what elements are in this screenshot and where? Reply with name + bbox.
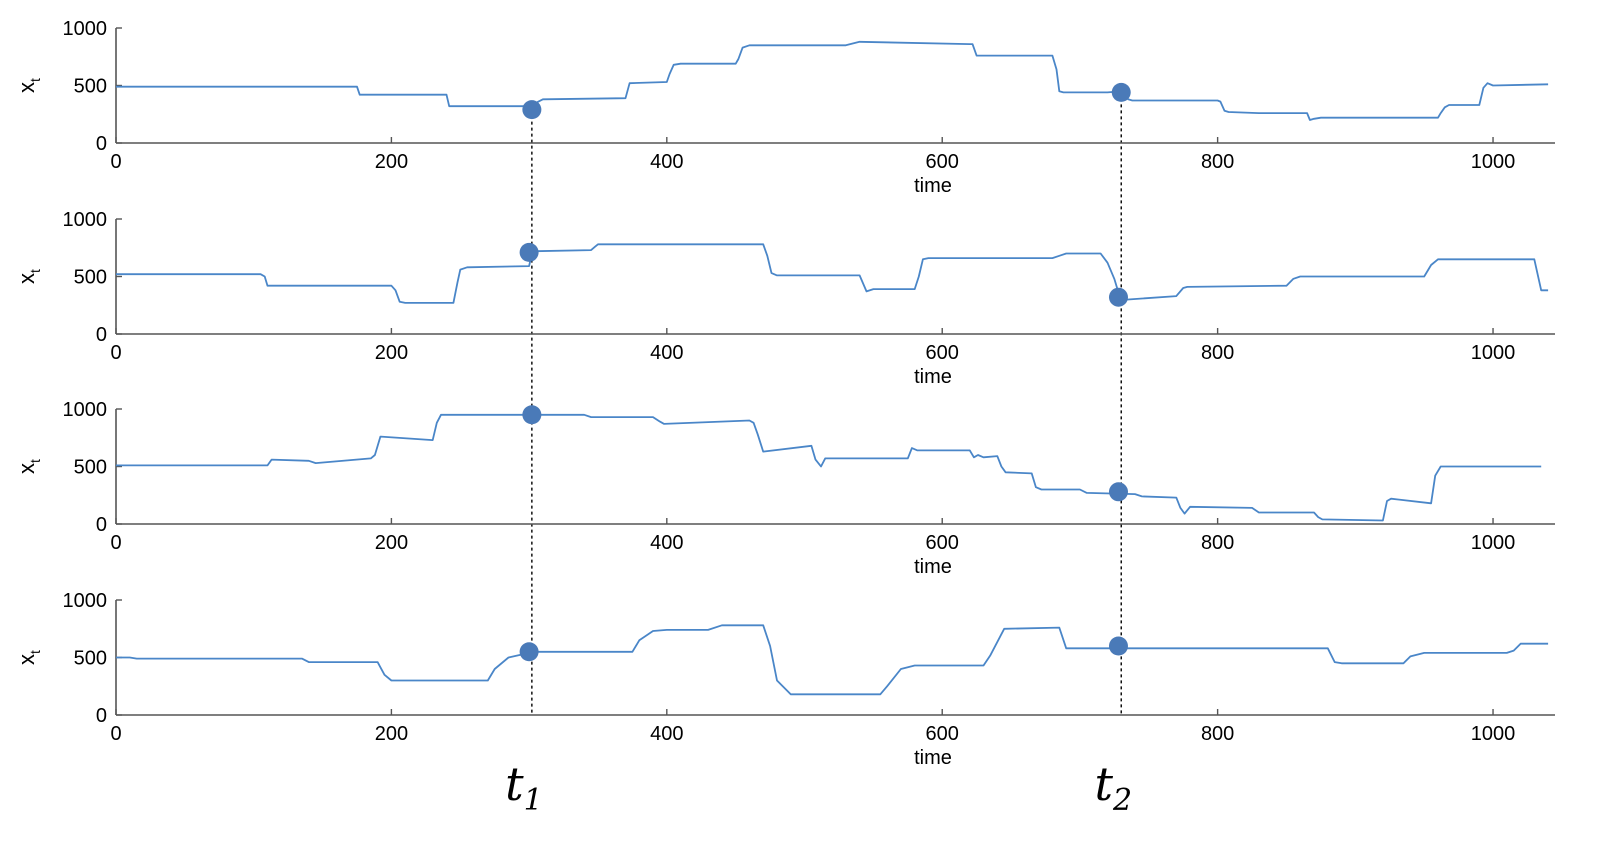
x-tick-label: 200	[375, 342, 408, 364]
x-tick-label: 200	[375, 532, 408, 554]
x-tick-label: 800	[1201, 723, 1234, 745]
highlight-point	[522, 100, 542, 120]
x-tick-label: 600	[926, 151, 959, 173]
x-tick-label: 600	[926, 723, 959, 745]
time-guides	[531, 92, 1122, 715]
highlight-point	[519, 242, 539, 262]
y-axis-label: xt	[14, 650, 43, 665]
series-line	[116, 40, 1549, 121]
x-tick-label: 400	[650, 532, 683, 554]
y-tick-label: 0	[96, 324, 107, 346]
y-tick-label: 500	[74, 76, 107, 98]
panel-4: 0 200 400 600 800 1000 0 500 1000 time xt	[14, 590, 1555, 769]
highlight-point	[1108, 482, 1128, 502]
y-axis-label: xt	[14, 459, 43, 474]
x-tick-label: 0	[110, 342, 121, 364]
highlight-point	[1108, 287, 1128, 307]
series-line	[116, 624, 1549, 696]
y-tick-label: 1000	[63, 18, 108, 40]
y-tick-label: 0	[96, 514, 107, 536]
x-tick-label: 800	[1201, 342, 1234, 364]
x-tick-label: 600	[926, 532, 959, 554]
y-tick-label: 500	[74, 648, 107, 670]
x-tick-label: 1000	[1471, 151, 1516, 173]
x-tick-label: 400	[650, 723, 683, 745]
time-marker-label: t2	[1094, 757, 1132, 818]
x-tick-label: 0	[110, 723, 121, 745]
y-axis-label: xt	[14, 78, 43, 93]
y-tick-label: 1000	[63, 399, 108, 421]
series-line	[116, 413, 1542, 522]
panel-2: 0 200 400 600 800 1000 0 500 1000 time xt	[14, 209, 1555, 388]
highlight-point	[522, 405, 542, 425]
highlight-point	[1111, 82, 1131, 102]
x-axis-label: time	[914, 556, 952, 578]
panel-1: 0 200 400 600 800 1000 0 500 1000 time xt	[14, 18, 1555, 197]
x-tick-label: 1000	[1471, 532, 1516, 554]
y-tick-label: 1000	[63, 590, 108, 612]
x-tick-label: 0	[110, 532, 121, 554]
x-tick-label: 400	[650, 151, 683, 173]
y-axis-label: xt	[14, 269, 43, 284]
x-axis-label: time	[914, 175, 952, 197]
panel-3: 0 200 400 600 800 1000 0 500 1000 time xt	[14, 399, 1555, 578]
x-tick-label: 1000	[1471, 723, 1516, 745]
y-tick-label: 500	[74, 457, 107, 479]
x-tick-label: 600	[926, 342, 959, 364]
highlight-point	[519, 642, 539, 662]
series-line	[116, 243, 1549, 304]
x-axis-label: time	[914, 747, 952, 769]
x-tick-label: 800	[1201, 151, 1234, 173]
x-tick-label: 800	[1201, 532, 1234, 554]
x-tick-label: 200	[375, 723, 408, 745]
y-tick-label: 0	[96, 133, 107, 155]
x-axis-label: time	[914, 366, 952, 388]
y-tick-label: 500	[74, 267, 107, 289]
x-tick-label: 200	[375, 151, 408, 173]
x-tick-label: 1000	[1471, 342, 1516, 364]
time-marker-labels: t1 t2	[505, 757, 1132, 818]
y-tick-label: 0	[96, 705, 107, 727]
x-tick-label: 0	[110, 151, 121, 173]
y-tick-label: 1000	[63, 209, 108, 231]
time-marker-label: t1	[505, 757, 543, 818]
highlight-point	[1108, 636, 1128, 656]
x-tick-label: 400	[650, 342, 683, 364]
